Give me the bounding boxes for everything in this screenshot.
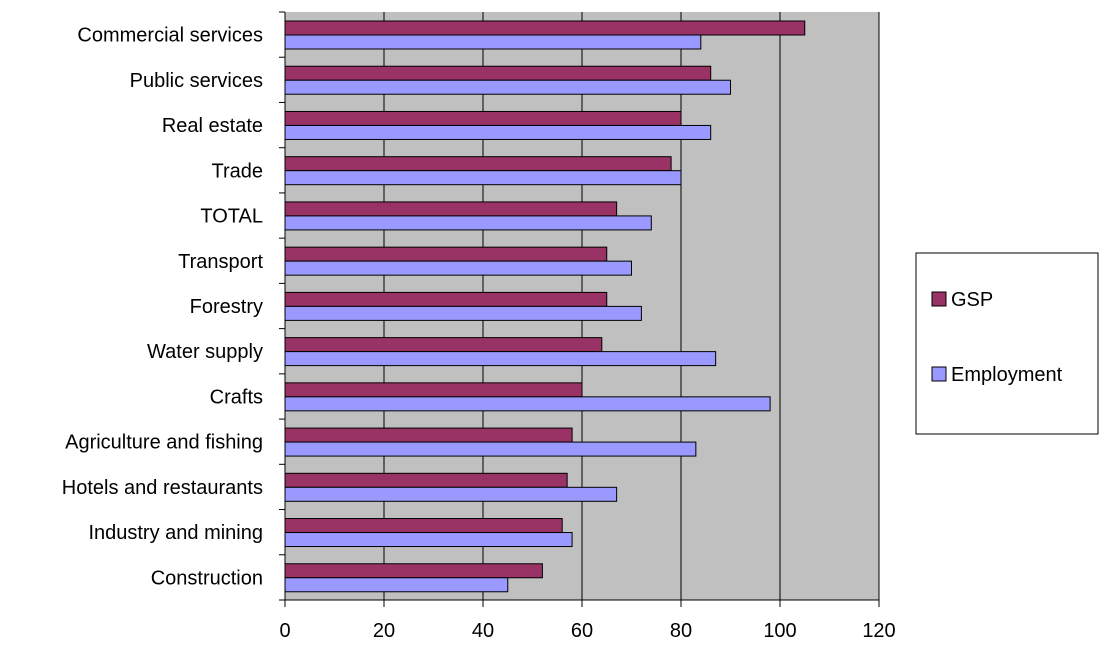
- x-tick-label: 100: [763, 620, 796, 642]
- category-label: Crafts: [210, 386, 263, 408]
- category-label: TOTAL: [200, 206, 263, 228]
- legend-box: [915, 252, 1099, 435]
- category-label: Real estate: [162, 115, 263, 137]
- category-labels: Commercial services Public services Real e…: [62, 25, 264, 590]
- bar-gsp: [284, 65, 712, 81]
- category-label: Commercial services: [77, 25, 263, 47]
- bar-employment: [284, 124, 712, 140]
- legend: GSP Employment: [915, 252, 1099, 435]
- x-tick-label: 40: [472, 620, 494, 642]
- bar-gsp: [284, 382, 583, 398]
- bar-gsp: [284, 110, 682, 126]
- category-label: Transport: [178, 251, 263, 273]
- category-label: Water supply: [147, 341, 263, 363]
- bar-employment: [284, 532, 573, 548]
- category-label: Public services: [130, 70, 263, 92]
- category-label: Hotels and restaurants: [62, 477, 263, 499]
- bar-employment: [284, 486, 618, 502]
- legend-label: Employment: [951, 364, 1063, 386]
- category-label: Trade: [211, 160, 263, 182]
- category-label: Construction: [151, 567, 263, 589]
- bar-employment: [284, 170, 682, 186]
- x-tick-label: 120: [862, 620, 895, 642]
- bar-gsp: [284, 518, 563, 534]
- bar-employment: [284, 260, 632, 276]
- bar-gsp: [284, 472, 568, 488]
- bar-gsp: [284, 563, 543, 579]
- x-tick-labels: 0 20 40 60 80 100 120: [279, 620, 895, 642]
- bar-gsp: [284, 427, 573, 443]
- category-label: Agriculture and fishing: [65, 432, 263, 454]
- bar-gsp: [284, 337, 603, 353]
- x-tick-label: 20: [373, 620, 395, 642]
- bar-gsp: [284, 291, 608, 307]
- x-tick-label: 60: [571, 620, 593, 642]
- bar-employment: [284, 215, 652, 231]
- axes: [279, 11, 880, 607]
- x-tick-label: 80: [670, 620, 692, 642]
- x-tick-label: 0: [279, 620, 290, 642]
- bar-employment: [284, 351, 717, 367]
- bar-employment: [284, 79, 731, 95]
- bar-gsp: [284, 20, 806, 36]
- bar-employment: [284, 396, 771, 412]
- bar-employment: [284, 305, 642, 321]
- bar-gsp: [284, 201, 618, 217]
- legend-swatch: [931, 366, 947, 382]
- bar-employment: [284, 34, 702, 50]
- legend-label: GSP: [951, 289, 993, 311]
- bar-employment: [284, 441, 697, 457]
- category-label: Industry and mining: [88, 522, 263, 544]
- bar-gsp: [284, 156, 672, 172]
- legend-swatch: [931, 291, 947, 307]
- category-label: Forestry: [190, 296, 263, 318]
- bar-gsp: [284, 246, 608, 262]
- bar-employment: [284, 577, 509, 593]
